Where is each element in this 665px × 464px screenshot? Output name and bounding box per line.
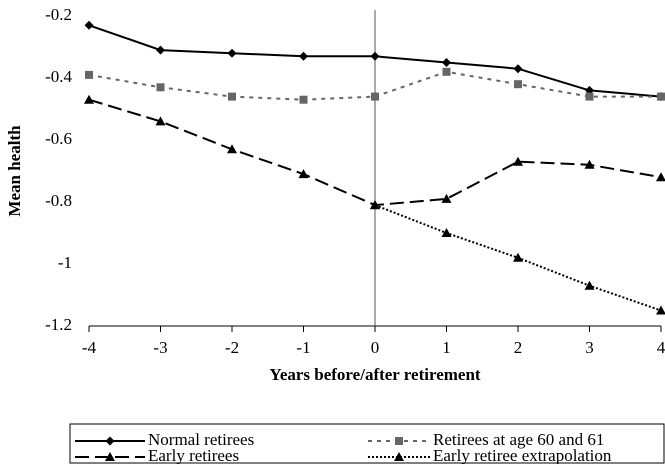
data-point [156, 45, 165, 55]
x-tick-label: 2 [514, 338, 523, 357]
x-tick-label: 1 [442, 338, 451, 357]
data-point [155, 116, 166, 126]
data-point [227, 48, 237, 58]
data-point [441, 228, 452, 237]
x-tick-label: -4 [82, 338, 97, 357]
x-tick-label: -2 [225, 338, 239, 357]
data-point [584, 280, 595, 290]
legend-marker [105, 436, 115, 446]
x-tick-label: 3 [585, 338, 594, 357]
data-point [85, 70, 93, 79]
x-tick-label: -1 [296, 338, 310, 357]
data-point [513, 252, 523, 262]
legend-label: Early retirees [148, 446, 239, 464]
y-tick-label: -1.2 [45, 315, 72, 334]
data-point [441, 193, 452, 203]
legend-box [69, 423, 665, 464]
data-point [513, 64, 523, 74]
legend-marker [395, 437, 403, 445]
data-point [299, 51, 308, 61]
data-point [227, 144, 237, 154]
data-point [370, 51, 380, 61]
x-tick-label: 4 [657, 338, 665, 357]
data-point [584, 159, 595, 169]
x-tick-label: 0 [371, 338, 380, 357]
data-point [156, 83, 165, 92]
data-point [513, 156, 523, 166]
data-point [514, 80, 522, 89]
data-point [228, 92, 236, 101]
data-point [298, 169, 309, 179]
y-tick-label: -0.8 [45, 191, 72, 210]
data-point [442, 58, 451, 67]
data-point [371, 92, 379, 101]
data-point [656, 305, 665, 315]
legend-label: Normal retirees [148, 430, 254, 449]
y-tick-label: -0.2 [45, 5, 72, 24]
data-point [370, 200, 380, 210]
data-point [585, 92, 594, 101]
y-tick-label: -0.4 [45, 67, 72, 86]
data-point [299, 95, 308, 104]
legend-marker [105, 452, 115, 461]
x-axis-title: Years before/after retirement [269, 365, 480, 384]
data-point [656, 172, 665, 182]
y-axis-title: Mean health [5, 125, 24, 217]
legend-label: Retirees at age 60 and 61 [433, 430, 604, 449]
legend-label: Early retiree extrapolation [433, 446, 612, 464]
y-tick-label: -1 [58, 253, 72, 272]
data-point [657, 92, 665, 101]
legend-marker [394, 452, 404, 461]
data-point [442, 67, 451, 76]
data-point [84, 94, 94, 104]
y-tick-label: -0.6 [45, 129, 72, 148]
data-point [84, 20, 94, 30]
x-tick-label: -3 [153, 338, 167, 357]
